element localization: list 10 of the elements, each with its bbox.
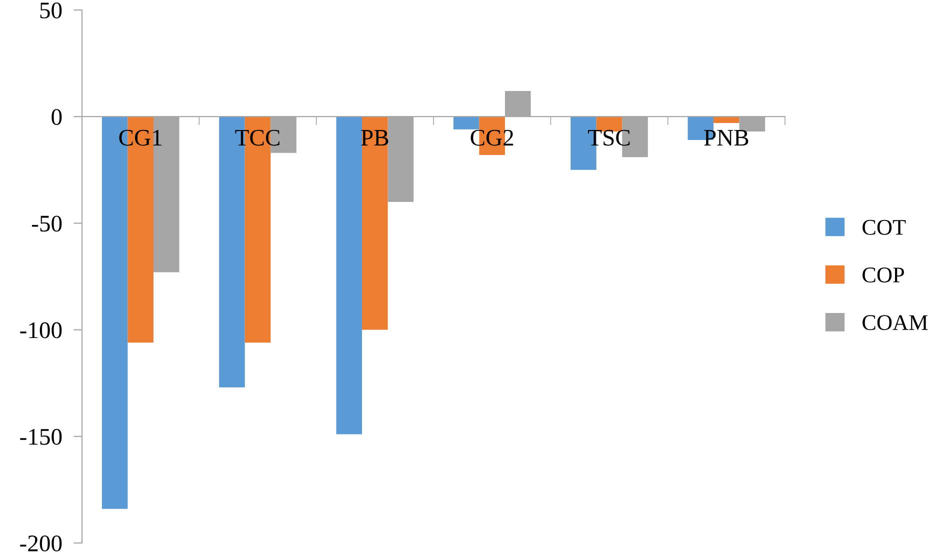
y-tick-label: -200 bbox=[20, 535, 62, 552]
y-tick-label: 0 bbox=[52, 109, 62, 126]
y-tick-label: 50 bbox=[40, 2, 62, 18]
x-tick-label: PNB bbox=[704, 130, 748, 146]
legend-label: COAM bbox=[862, 315, 928, 330]
y-tick-label: -50 bbox=[32, 216, 62, 232]
legend-label: COT bbox=[862, 220, 906, 235]
y-tick-label: -150 bbox=[20, 428, 62, 445]
legend-label: COP bbox=[862, 268, 904, 282]
y-tick-label: -100 bbox=[20, 322, 62, 338]
